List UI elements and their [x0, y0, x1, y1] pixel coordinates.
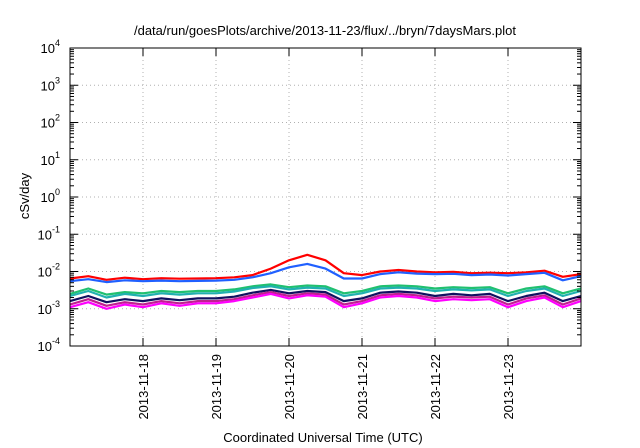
x-tick-label: 2013-11-18	[136, 354, 151, 420]
y-tick-exponent: 4	[55, 38, 60, 48]
series-lines	[69, 253, 582, 310]
y-tick-exponent: 3	[55, 75, 60, 85]
y-tick-exponent: 1	[55, 150, 60, 160]
y-axis-label: cSv/day	[17, 172, 32, 219]
series-line	[69, 262, 582, 284]
y-tick-exponent: -4	[52, 336, 60, 346]
y-tick-exponent: -1	[52, 224, 60, 234]
series-line	[69, 292, 582, 310]
y-tick-exponent: -3	[52, 299, 60, 309]
series-line	[69, 291, 582, 307]
y-tick-exponent: 0	[55, 187, 60, 197]
x-axis-ticks: 2013-11-18 2013-11-19 2013-11-20 2013-11-21…	[136, 48, 516, 420]
x-axis-label: Coordinated Universal Time (UTC)	[223, 430, 422, 445]
series-line	[69, 253, 582, 281]
x-tick-label: 2013-11-23	[501, 354, 516, 420]
y-tick-exponent: 2	[55, 113, 60, 123]
y-tick-exponent: -2	[52, 262, 60, 272]
x-tick-label: 2013-11-21	[355, 354, 370, 420]
x-tick-label: 2013-11-22	[428, 354, 443, 420]
series-line	[69, 285, 582, 299]
x-tick-label: 2013-11-19	[209, 354, 224, 420]
chart-title: /data/run/goesPlots/archive/2013-11-23/f…	[134, 23, 516, 38]
x-tick-label: 2013-11-20	[282, 354, 297, 420]
series-line	[69, 283, 582, 296]
series-line	[69, 288, 582, 304]
